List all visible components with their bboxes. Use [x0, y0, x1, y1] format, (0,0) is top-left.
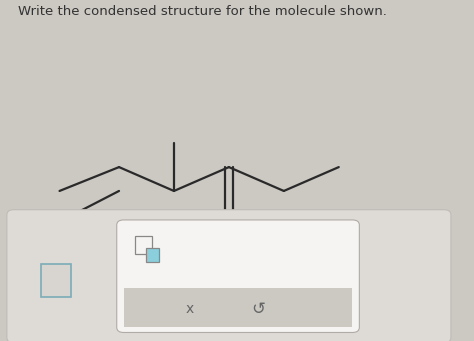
Text: Write the condensed structure for the molecule shown.: Write the condensed structure for the mo…	[18, 5, 387, 18]
Text: ↺: ↺	[252, 300, 265, 317]
Bar	[124, 288, 353, 327]
FancyBboxPatch shape	[117, 220, 359, 332]
Bar	[41, 264, 71, 297]
FancyBboxPatch shape	[7, 210, 451, 341]
Text: O: O	[224, 239, 234, 252]
Bar	[146, 248, 159, 262]
Bar	[135, 236, 153, 254]
Text: x: x	[186, 301, 194, 316]
